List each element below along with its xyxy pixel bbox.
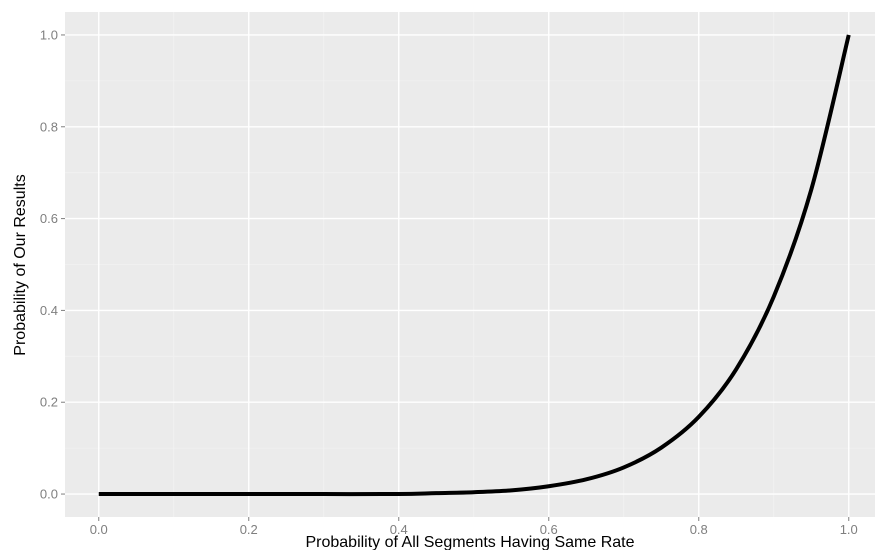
x-tick-label: 0.0 [90, 522, 108, 537]
y-tick-label: 0.0 [40, 487, 58, 502]
x-axis-ticks: 0.0 0.2 0.4 0.6 0.8 1.0 [90, 517, 858, 537]
y-tick-label: 0.6 [40, 211, 58, 226]
y-tick-label: 0.4 [40, 303, 58, 318]
grid-minor [65, 12, 875, 517]
series-layer [98, 34, 851, 497]
x-tick-label: 0.2 [240, 522, 258, 537]
x-tick-label: 1.0 [840, 522, 858, 537]
y-tick-label: 0.2 [40, 395, 58, 410]
x-tick-label: 0.4 [390, 522, 408, 537]
series-line [98, 34, 851, 497]
grid-major [65, 12, 875, 517]
y-tick-label: 1.0 [40, 27, 58, 42]
y-tick-label: 0.8 [40, 119, 58, 134]
x-tick-label: 0.6 [540, 522, 558, 537]
y-axis-title: Probability of Our Results [12, 174, 29, 355]
y-axis-ticks: 0.0 0.2 0.4 0.6 0.8 1.0 [40, 27, 65, 502]
x-axis-title: Probability of All Segments Having Same … [305, 534, 634, 550]
x-tick-label: 0.8 [690, 522, 708, 537]
